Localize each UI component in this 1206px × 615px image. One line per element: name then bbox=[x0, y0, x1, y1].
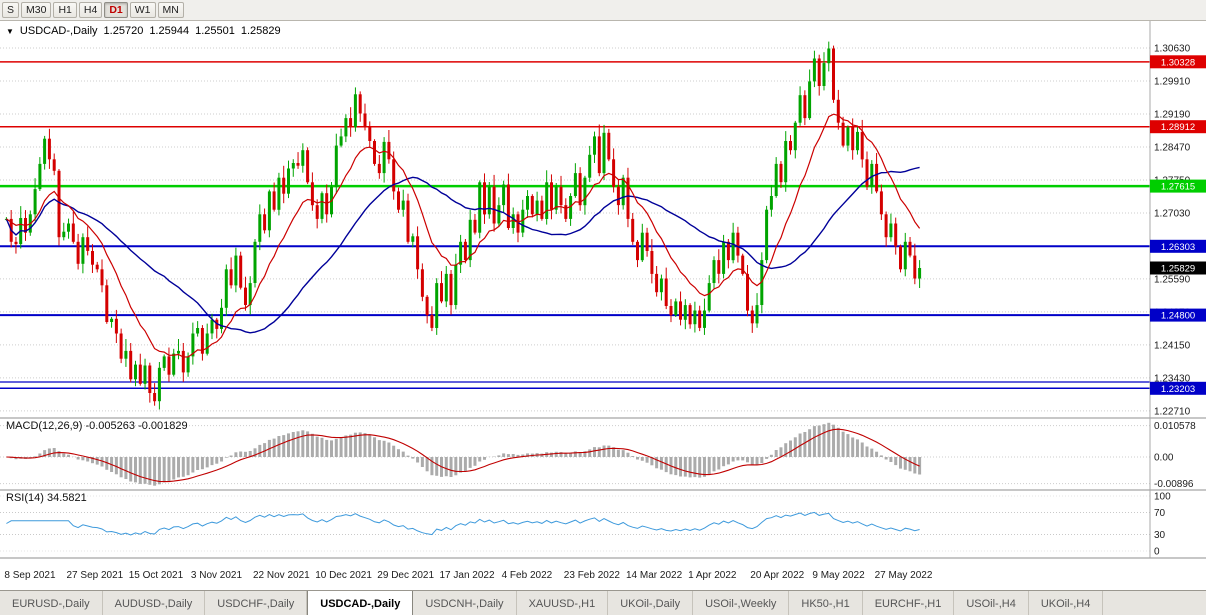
price-axis[interactable] bbox=[1150, 21, 1206, 558]
svg-text:1 Apr 2022: 1 Apr 2022 bbox=[688, 570, 737, 581]
tab-usdchf-daily[interactable]: USDCHF-,Daily bbox=[205, 591, 308, 615]
svg-text:14 Mar 2022: 14 Mar 2022 bbox=[626, 570, 683, 581]
price-gridlines: 1.306301.299101.291901.284701.277501.270… bbox=[0, 44, 1191, 417]
level-price-badge: 1.30328 bbox=[1150, 55, 1206, 69]
svg-text:1.25590: 1.25590 bbox=[1154, 274, 1191, 285]
svg-text:8 Sep 2021: 8 Sep 2021 bbox=[4, 570, 56, 581]
symbol-dropdown-icon[interactable]: ▼ bbox=[6, 26, 14, 36]
svg-text:30: 30 bbox=[1154, 530, 1166, 541]
svg-text:1.22710: 1.22710 bbox=[1154, 406, 1191, 417]
svg-text:29 Dec 2021: 29 Dec 2021 bbox=[377, 570, 434, 581]
horizontal-levels[interactable] bbox=[0, 61, 1150, 390]
svg-text:1.24800: 1.24800 bbox=[1161, 311, 1195, 322]
tab-usoil-weekly[interactable]: USOil-,Weekly bbox=[693, 591, 790, 615]
ma-slow-line bbox=[5, 166, 920, 334]
period-button-d1[interactable]: D1 bbox=[104, 2, 128, 18]
symbol-tabbar: EURUSD-,Daily AUDUSD-,Daily USDCHF-,Daily U… bbox=[0, 590, 1206, 615]
macd-layer: 0.010578 0.00 -0.00896 bbox=[0, 421, 1196, 490]
period-button-h1[interactable]: H1 bbox=[53, 2, 77, 18]
rsi-indicator-label: RSI(14) 34.5821 bbox=[6, 492, 87, 504]
ohlc-low-value: 1.25501 bbox=[195, 25, 235, 37]
tab-hk50-h1[interactable]: HK50-,H1 bbox=[789, 591, 863, 615]
level-price-badge: 1.28912 bbox=[1150, 120, 1206, 134]
chart-frame bbox=[0, 21, 1206, 559]
price-axis-badges: 1.30328 1.28912 1.27615 1.26303 1.24800 1.232… bbox=[1150, 55, 1206, 395]
period-button-m30[interactable]: M30 bbox=[21, 2, 52, 18]
svg-text:1.27615: 1.27615 bbox=[1161, 182, 1195, 193]
period-button-w1[interactable]: W1 bbox=[129, 2, 156, 18]
rsi-layer: 100 70 30 0 bbox=[0, 492, 1171, 558]
svg-text:20 Apr 2022: 20 Apr 2022 bbox=[750, 570, 804, 581]
level-price-badge: 1.24800 bbox=[1150, 308, 1206, 322]
svg-text:1.23430: 1.23430 bbox=[1154, 373, 1191, 384]
level-price-badge: 1.27615 bbox=[1150, 179, 1206, 193]
tab-eurusd-daily[interactable]: EURUSD-,Daily bbox=[0, 591, 103, 615]
chart-canvas[interactable]: 1.306301.299101.291901.284701.277501.270… bbox=[0, 0, 1206, 590]
svg-text:4 Feb 2022: 4 Feb 2022 bbox=[502, 570, 553, 581]
svg-text:17 Jan 2022: 17 Jan 2022 bbox=[440, 570, 495, 581]
tab-usdcnh-daily[interactable]: USDCNH-,Daily bbox=[413, 591, 517, 615]
svg-text:1.25829: 1.25829 bbox=[1161, 264, 1195, 275]
tab-ukoil-h4[interactable]: UKOil-,H4 bbox=[1029, 591, 1104, 615]
chart-symbol-title: USDCAD-,Daily bbox=[19, 25, 98, 37]
svg-text:15 Oct 2021: 15 Oct 2021 bbox=[129, 570, 184, 581]
svg-text:1.29190: 1.29190 bbox=[1154, 109, 1191, 120]
tab-usdcad-daily[interactable]: USDCAD-,Daily bbox=[307, 591, 414, 615]
period-button-h4[interactable]: H4 bbox=[78, 2, 103, 18]
svg-text:1.30328: 1.30328 bbox=[1161, 57, 1195, 68]
svg-text:1.24150: 1.24150 bbox=[1154, 340, 1191, 351]
ohlc-high-value: 1.25944 bbox=[149, 25, 190, 37]
period-button-s[interactable]: S bbox=[2, 2, 20, 18]
tab-eurchf-h1[interactable]: EURCHF-,H1 bbox=[863, 591, 955, 615]
ohlc-close-value: 1.25829 bbox=[240, 25, 281, 37]
tab-usoil-h4[interactable]: USOil-,H4 bbox=[954, 591, 1029, 615]
date-axis[interactable]: 8 Sep 2021 27 Sep 2021 15 Oct 2021 3 Nov 20… bbox=[4, 570, 932, 581]
svg-text:23 Feb 2022: 23 Feb 2022 bbox=[564, 570, 621, 581]
svg-text:10 Dec 2021: 10 Dec 2021 bbox=[315, 570, 372, 581]
svg-text:1.28912: 1.28912 bbox=[1161, 122, 1195, 133]
svg-text:0.010578: 0.010578 bbox=[1154, 421, 1196, 432]
tab-ukoil-daily[interactable]: UKOil-,Daily bbox=[608, 591, 694, 615]
svg-text:1.23203: 1.23203 bbox=[1161, 384, 1195, 395]
svg-text:0: 0 bbox=[1154, 547, 1160, 558]
svg-text:100: 100 bbox=[1154, 492, 1171, 503]
tab-xauusd-h1[interactable]: XAUUSD-,H1 bbox=[517, 591, 609, 615]
period-button-mn[interactable]: MN bbox=[157, 2, 184, 18]
period-toolbar: S M30 H1 H4 D1 W1 MN bbox=[0, 0, 1206, 21]
svg-text:9 May 2022: 9 May 2022 bbox=[812, 570, 865, 581]
svg-text:1.28470: 1.28470 bbox=[1154, 142, 1191, 153]
level-price-badge: 1.26303 bbox=[1150, 239, 1206, 253]
tab-audusd-daily[interactable]: AUDUSD-,Daily bbox=[103, 591, 206, 615]
svg-text:1.30630: 1.30630 bbox=[1154, 44, 1191, 55]
svg-text:0.00: 0.00 bbox=[1154, 453, 1174, 464]
svg-text:1.26303: 1.26303 bbox=[1161, 242, 1195, 253]
chart-ohlc-header: ▼ USDCAD-,Daily 1.25720 1.25944 1.25501 … bbox=[6, 25, 281, 37]
macd-indicator-label: MACD(12,26,9) -0.005263 -0.001829 bbox=[6, 420, 188, 432]
ma-fast-line bbox=[6, 113, 921, 358]
current-price-badge: 1.25829 bbox=[1150, 261, 1206, 275]
svg-text:27 Sep 2021: 27 Sep 2021 bbox=[67, 570, 124, 581]
svg-text:1.29910: 1.29910 bbox=[1154, 76, 1191, 87]
ohlc-open-value: 1.25720 bbox=[103, 25, 144, 37]
rsi-line bbox=[6, 511, 920, 536]
svg-text:70: 70 bbox=[1154, 508, 1166, 519]
svg-text:27 May 2022: 27 May 2022 bbox=[875, 570, 933, 581]
svg-text:22 Nov 2021: 22 Nov 2021 bbox=[253, 570, 310, 581]
svg-text:1.27030: 1.27030 bbox=[1154, 208, 1191, 219]
svg-text:3 Nov 2021: 3 Nov 2021 bbox=[191, 570, 243, 581]
level-price-badge: 1.23203 bbox=[1150, 381, 1206, 395]
svg-text:-0.00896: -0.00896 bbox=[1154, 479, 1194, 490]
candles-layer bbox=[4, 41, 922, 410]
